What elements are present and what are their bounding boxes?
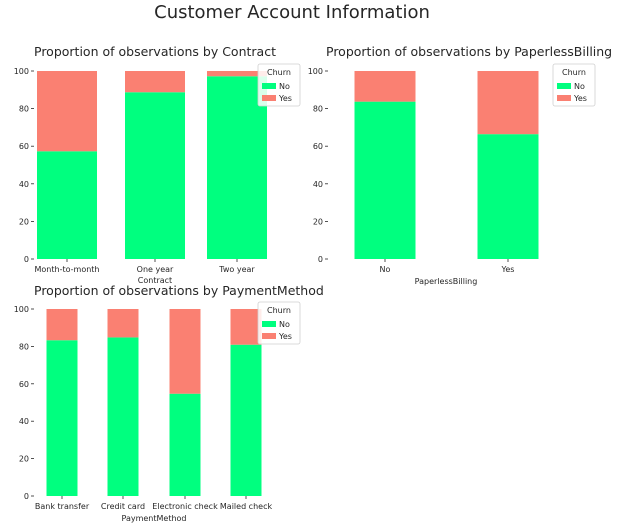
legend-label-no: No	[574, 82, 585, 91]
x-tick-label: Two year	[218, 265, 255, 274]
legend-label-yes: Yes	[573, 94, 587, 103]
chart-panel-2: Proportion of observations by PaperlessB…	[308, 44, 612, 286]
legend-swatch-no	[557, 83, 571, 89]
y-tick-label: 60	[313, 142, 323, 151]
y-tick-label: 0	[24, 255, 29, 264]
bar-yes-2	[107, 309, 139, 338]
bar-yes-2	[477, 71, 539, 135]
bar-no-4	[230, 344, 262, 496]
y-tick-label: 80	[313, 105, 323, 114]
legend-swatch-yes	[557, 95, 571, 101]
bar-no-2	[125, 92, 185, 259]
legend-swatch-no	[262, 321, 276, 327]
x-tick-label: Yes	[501, 265, 515, 274]
bar-yes-4	[230, 309, 262, 345]
bar-no-1	[37, 151, 97, 259]
legend-title: Churn	[267, 306, 291, 315]
legend-swatch-yes	[262, 333, 276, 339]
bar-no-3	[169, 393, 201, 496]
x-tick-label: Bank transfer	[35, 502, 90, 511]
legend-label-no: No	[279, 82, 290, 91]
y-tick-label: 100	[14, 305, 29, 314]
y-tick-label: 40	[313, 180, 323, 189]
chart-panel-3: Proportion of observations by PaymentMet…	[14, 283, 324, 523]
bar-no-2	[477, 134, 539, 259]
y-tick-label: 40	[19, 417, 29, 426]
bar-no-2	[107, 337, 139, 496]
bar-yes-1	[354, 71, 416, 102]
y-tick-label: 20	[19, 217, 29, 226]
chart-title: Proportion of observations by PaperlessB…	[326, 44, 612, 59]
y-tick-label: 60	[19, 142, 29, 151]
legend-swatch-no	[262, 83, 276, 89]
y-tick-label: 40	[19, 180, 29, 189]
legend-label-yes: Yes	[278, 332, 292, 341]
x-tick-label: Month-to-month	[35, 265, 100, 274]
x-tick-label: Mailed check	[220, 502, 273, 511]
bar-yes-1	[46, 309, 78, 341]
bar-yes-1	[37, 71, 97, 152]
y-tick-label: 80	[19, 105, 29, 114]
legend-label-no: No	[279, 320, 290, 329]
x-axis-label: PaperlessBilling	[415, 277, 478, 286]
x-tick-label: No	[380, 265, 391, 274]
bar-no-3	[207, 76, 267, 259]
legend: Churn No Yes	[257, 301, 301, 345]
bar-yes-2	[125, 71, 185, 93]
y-tick-label: 100	[14, 67, 29, 76]
x-tick-label: Credit card	[101, 502, 145, 511]
bar-no-1	[354, 101, 416, 259]
y-tick-label: 80	[19, 342, 29, 351]
legend-title: Churn	[267, 68, 291, 77]
y-tick-label: 20	[19, 455, 29, 464]
legend-title: Churn	[562, 68, 586, 77]
legend: Churn No Yes	[552, 63, 596, 107]
y-tick-label: 0	[24, 492, 29, 501]
x-axis-label: PaymentMethod	[121, 514, 186, 523]
y-tick-label: 20	[313, 217, 323, 226]
x-tick-label: Electronic check	[152, 502, 218, 511]
chart-title: Proportion of observations by PaymentMet…	[34, 283, 324, 298]
figure-title: Customer Account Information	[154, 2, 430, 23]
bar-yes-3	[207, 71, 267, 77]
bar-no-1	[46, 340, 78, 496]
y-tick-label: 60	[19, 380, 29, 389]
y-tick-label: 0	[318, 255, 323, 264]
legend-label-yes: Yes	[278, 94, 292, 103]
bar-yes-3	[169, 309, 201, 394]
chart-panel-1: Proportion of observations by Contract 0 2…	[14, 44, 301, 285]
y-tick-label: 100	[308, 67, 323, 76]
chart-title: Proportion of observations by Contract	[34, 44, 276, 59]
x-axis-label: Contract	[138, 276, 172, 285]
legend-swatch-yes	[262, 95, 276, 101]
x-tick-label: One year	[137, 265, 174, 274]
legend: Churn No Yes	[257, 63, 301, 107]
